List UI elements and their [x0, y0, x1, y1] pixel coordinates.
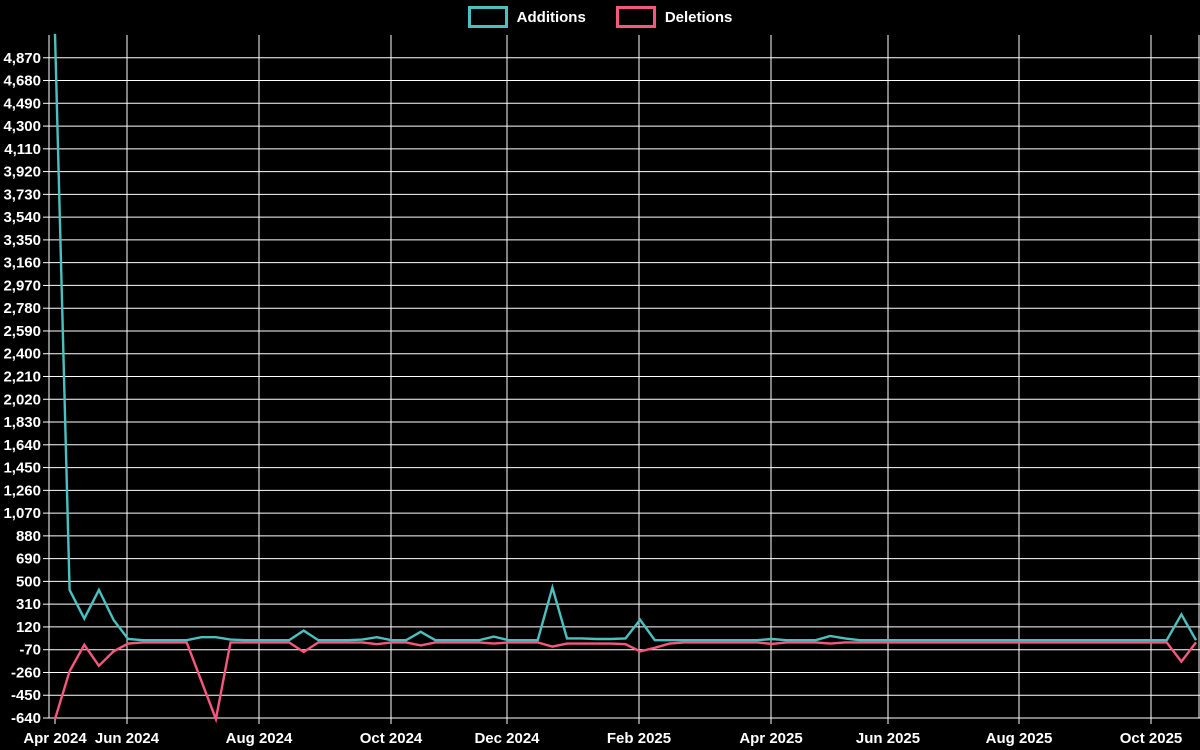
grid-y [43, 57, 1200, 719]
x-tick-label: Oct 2024 [360, 730, 423, 747]
deletions-line [53, 641, 1197, 724]
y-tick-label: 2,970 [3, 277, 41, 294]
additions-line [53, 33, 1198, 642]
grid-x [48, 35, 1200, 724]
y-tick-label: 690 [16, 551, 41, 568]
y-tick-label: 3,920 [3, 164, 41, 181]
legend-item-additions[interactable]: Additions [467, 6, 586, 28]
y-tick-label: 2,210 [3, 369, 41, 386]
x-tick-label: Apr 2025 [739, 730, 802, 747]
y-tick-label: 500 [16, 573, 41, 590]
chart-legend: Additions Deletions [0, 6, 1200, 28]
y-tick-label: 880 [16, 528, 41, 545]
x-tick-label: Jun 2025 [856, 730, 920, 747]
y-tick-label: 2,590 [3, 323, 41, 340]
x-tick-label: Oct 2025 [1120, 730, 1183, 747]
y-tick-label: 4,490 [3, 95, 41, 112]
y-tick-label: 3,540 [3, 209, 41, 226]
y-tick-label: 4,870 [3, 50, 41, 67]
x-tick-label: Dec 2024 [474, 730, 540, 747]
y-tick-label: 1,640 [3, 437, 41, 454]
y-tick-label: 1,830 [3, 414, 41, 431]
y-tick-label: 1,450 [3, 460, 41, 477]
y-tick-label: 3,730 [3, 186, 41, 203]
y-tick-label: -640 [11, 710, 41, 727]
y-axis-tick-labels: 4,870 4,680 4,490 4,300 4,110 3,920 3,730 3,540… [3, 50, 41, 727]
additions-swatch-icon [467, 6, 508, 28]
legend-item-deletions[interactable]: Deletions [615, 6, 733, 28]
x-tick-label: Apr 2024 [23, 730, 87, 747]
x-tick-label: Jun 2024 [95, 730, 160, 747]
y-tick-label: 3,160 [3, 255, 41, 272]
y-tick-label: 3,350 [3, 232, 41, 249]
y-tick-label: 310 [16, 596, 41, 613]
y-tick-label: 2,400 [3, 346, 41, 363]
y-tick-label: 2,020 [3, 391, 41, 408]
legend-label-deletions: Deletions [664, 8, 733, 26]
y-tick-label: 4,300 [3, 118, 41, 135]
y-tick-label: -450 [11, 687, 41, 704]
y-tick-label: 120 [16, 619, 41, 636]
y-tick-label: 4,110 [4, 141, 41, 158]
x-axis-tick-labels: Apr 2024 Jun 2024 Aug 2024 Oct 2024 Dec 2024… [23, 730, 1182, 747]
x-tick-label: Aug 2025 [986, 730, 1053, 747]
y-tick-label: -70 [19, 642, 41, 659]
y-tick-label: 1,070 [3, 505, 41, 522]
x-tick-label: Feb 2025 [607, 730, 671, 747]
legend-label-additions: Additions [516, 8, 586, 26]
y-tick-label: 2,780 [3, 300, 41, 317]
y-tick-label: 1,260 [3, 482, 41, 499]
deletions-swatch-icon [615, 6, 656, 28]
y-tick-label: 4,680 [3, 73, 41, 90]
x-tick-label: Aug 2024 [226, 730, 293, 747]
y-tick-label: -260 [11, 664, 41, 681]
